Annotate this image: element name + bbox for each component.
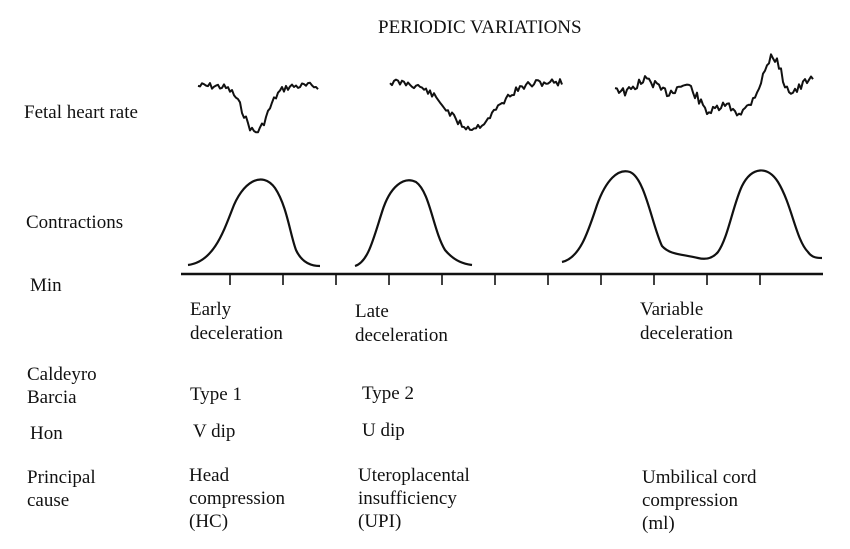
early-caldeyro-barcia-type: Type 1 (190, 384, 242, 405)
late-caldeyro-barcia-type: Type 2 (362, 383, 414, 404)
early-hon-dip: V dip (193, 421, 236, 442)
contraction-curve-late (354, 179, 473, 268)
row-label-hon: Hon (30, 423, 63, 444)
fhr-trace-late-deceleration (389, 78, 563, 131)
fhr-trace-early-deceleration (197, 81, 319, 134)
late-principal-cause: Uteroplacental insufficiency (UPI) (358, 465, 470, 532)
column-late-deceleration: Late deceleration (355, 301, 448, 346)
row-label-min: Min (30, 275, 62, 296)
column-early-deceleration: Early deceleration (190, 299, 283, 344)
late-hon-dip: U dip (362, 420, 405, 441)
row-label-fetal-heart-rate: Fetal heart rate (24, 102, 138, 123)
fhr-trace-variable-deceleration (614, 53, 814, 117)
contraction-curve-variable (561, 169, 823, 264)
row-label-contractions: Contractions (26, 212, 124, 233)
row-label-caldeyro-barcia: Caldeyro Barcia (27, 364, 97, 408)
contraction-curve-early (187, 178, 321, 268)
row-label-principal-cause: Principal cause (27, 467, 96, 511)
diagram-title: PERIODIC VARIATIONS (378, 17, 582, 38)
variable-principal-cause: Umbilical cord compression (ml) (642, 467, 757, 534)
time-axis-ticks (229, 274, 761, 285)
column-variable-deceleration: Variable deceleration (640, 299, 733, 344)
early-principal-cause: Head compression (HC) (189, 465, 286, 532)
